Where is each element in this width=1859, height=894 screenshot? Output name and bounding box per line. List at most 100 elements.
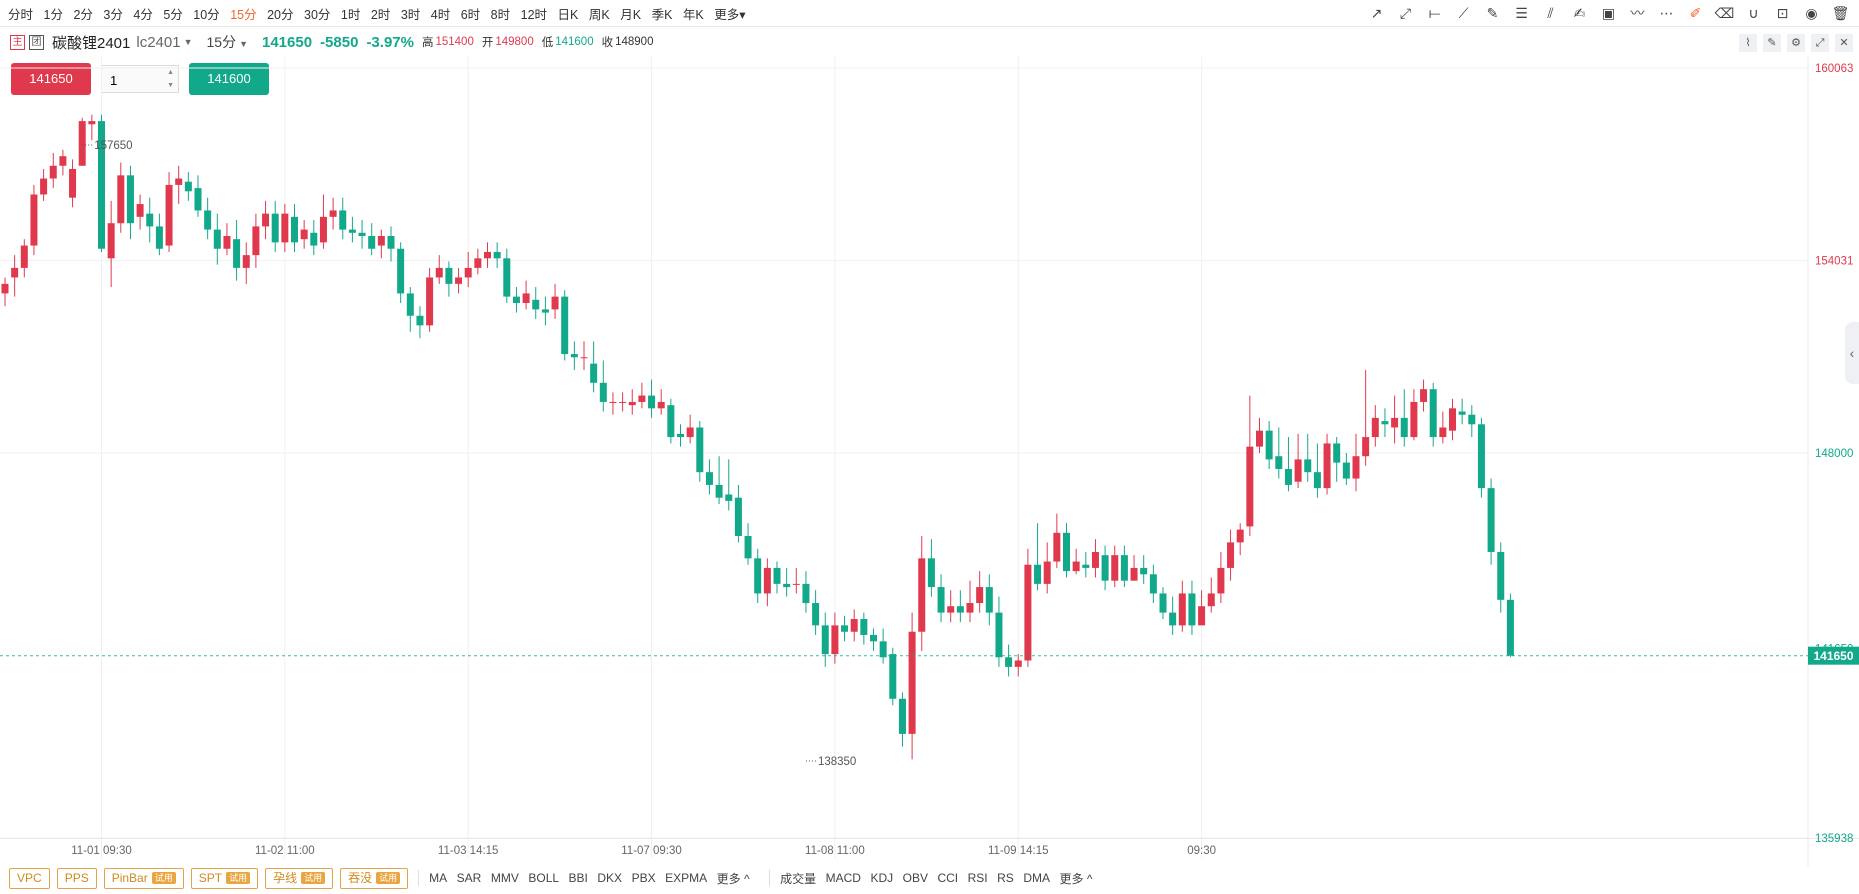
main-indicator-item[interactable]: 更多 ^ xyxy=(716,871,750,886)
draw-icon[interactable]: ✎ xyxy=(1763,34,1781,52)
more-dots-icon[interactable]: ⋯ xyxy=(1659,4,1674,21)
period-tab[interactable]: 4时 xyxy=(430,7,451,22)
period-tab[interactable]: 6时 xyxy=(460,7,481,22)
sub-indicator-item[interactable]: RSI xyxy=(967,871,988,885)
period-tab[interactable]: 周K xyxy=(588,7,610,22)
period-tab[interactable]: 分时 xyxy=(8,7,34,22)
low-label: 低 xyxy=(541,37,554,49)
period-tab[interactable]: 15分 xyxy=(230,7,257,22)
sub-indicator-item[interactable]: CCI xyxy=(937,871,959,885)
lock-icon[interactable]: ⊡ xyxy=(1776,4,1789,21)
eye-icon[interactable]: ◉ xyxy=(1805,4,1818,21)
line-style-icon[interactable]: ⌇ xyxy=(1739,34,1757,52)
period-tab[interactable]: 4分 xyxy=(133,7,153,22)
candle-body xyxy=(1342,462,1350,479)
candle-body xyxy=(377,235,385,246)
trash-icon[interactable]: 🗑 xyxy=(1831,4,1850,21)
main-indicator-item[interactable]: DKX xyxy=(597,871,623,885)
pattern-tag[interactable]: 吞没 试用 xyxy=(340,867,409,889)
chevron-left-icon[interactable]: ‹ xyxy=(1845,322,1859,384)
period-tab[interactable]: 2分 xyxy=(73,7,93,22)
period-tab[interactable]: 12时 xyxy=(520,7,548,22)
candle-body xyxy=(667,405,675,438)
main-indicator-item[interactable]: EXPMA xyxy=(665,871,708,885)
main-indicator-item[interactable]: MMV xyxy=(490,871,519,885)
brush-icon[interactable]: ✍ xyxy=(1573,4,1586,21)
period-tab[interactable]: 8时 xyxy=(490,7,511,22)
candle-body xyxy=(1169,612,1177,626)
chevron-up-icon[interactable]: ▲ xyxy=(167,69,174,76)
candlestick-chart[interactable]: 160063 154031 148000 135938 11-01 09:30 11-02… xyxy=(0,57,1859,866)
period-tab[interactable]: 月K xyxy=(620,7,642,22)
segment-line-icon[interactable]: ⟋ xyxy=(1458,4,1469,21)
chevron-down-icon[interactable]: ▼ xyxy=(167,82,174,89)
candle-body xyxy=(1111,555,1119,581)
period-tab[interactable]: 3分 xyxy=(103,7,123,22)
trial-badge: 试用 xyxy=(301,871,326,884)
candle-body xyxy=(435,267,443,278)
symbol-name[interactable]: 碳酸锂2401 xyxy=(52,34,131,52)
sub-indicator-item[interactable]: DMA xyxy=(1023,871,1050,885)
group-tag[interactable]: 团 xyxy=(29,34,44,50)
period-tab[interactable]: 5分 xyxy=(163,7,183,22)
period-tab[interactable]: 年K xyxy=(682,7,704,22)
period-dropdown[interactable]: 15分 ▼ xyxy=(207,32,249,52)
settings-icon[interactable]: ⚙ xyxy=(1787,34,1805,52)
main-indicator-item[interactable]: BOLL xyxy=(528,871,560,885)
chevron-down-icon[interactable]: ▼ xyxy=(183,37,193,47)
period-tab[interactable]: 2时 xyxy=(370,7,391,22)
period-tab[interactable]: 1时 xyxy=(340,7,361,22)
candle-body xyxy=(319,216,327,243)
pattern-tag[interactable]: SPT 试用 xyxy=(190,867,259,889)
period-tab[interactable]: 3时 xyxy=(400,7,421,22)
edit-note-icon[interactable]: ✐ xyxy=(1689,4,1702,21)
extended-line-icon[interactable]: ⤢ xyxy=(1399,4,1412,21)
pattern-tag[interactable]: PinBar 试用 xyxy=(103,867,184,889)
price-tick-label: 154031 xyxy=(1815,256,1853,268)
quantity-input[interactable] xyxy=(102,66,162,94)
pattern-tag[interactable]: 孕线 试用 xyxy=(265,867,334,889)
period-tab[interactable]: 1分 xyxy=(43,7,63,22)
candle-body xyxy=(1024,564,1032,661)
polyline-icon[interactable]: 〰 xyxy=(1630,5,1645,21)
period-tab[interactable]: 日K xyxy=(557,7,579,22)
pattern-tag[interactable]: PPS xyxy=(56,867,97,889)
candle-body xyxy=(1371,417,1379,438)
period-tab[interactable]: 20分 xyxy=(267,7,294,22)
horizontal-line-icon[interactable]: ⟝ xyxy=(1428,4,1441,21)
sub-indicator-item[interactable]: 更多 ^ xyxy=(1059,871,1093,886)
fan-icon[interactable]: ⫽ xyxy=(1547,4,1554,21)
period-tab[interactable]: 更多▾ xyxy=(714,7,746,22)
fib-retracement-icon[interactable]: ☰ xyxy=(1515,4,1528,21)
candle-body xyxy=(966,603,974,613)
image-icon[interactable]: ▣ xyxy=(1601,4,1616,21)
candle-body xyxy=(1284,468,1292,485)
main-indicator-item[interactable]: MA xyxy=(429,871,448,885)
sub-indicator-item[interactable]: 成交量 xyxy=(780,871,817,886)
pen-icon[interactable]: ✎ xyxy=(1486,4,1499,21)
close-icon[interactable]: ✕ xyxy=(1835,34,1853,52)
candle-body xyxy=(358,232,366,236)
candle-body xyxy=(1227,542,1235,568)
sub-indicator-item[interactable]: RS xyxy=(997,871,1014,885)
main-contract-tag[interactable]: 主 xyxy=(10,34,25,50)
period-tab[interactable]: 30分 xyxy=(304,7,331,22)
sub-indicator-item[interactable]: OBV xyxy=(902,871,928,885)
magnet-icon[interactable]: ∪ xyxy=(1748,4,1759,21)
main-indicator-item[interactable]: PBX xyxy=(631,871,656,885)
period-tab[interactable]: 10分 xyxy=(193,7,220,22)
candle-body xyxy=(1159,593,1167,613)
symbol-code[interactable]: lc2401 xyxy=(136,33,181,51)
pattern-tag[interactable]: VPC xyxy=(9,867,50,889)
min-price-annotation: 138350 xyxy=(818,756,856,768)
ray-line-icon[interactable]: ↗ xyxy=(1370,4,1383,21)
main-indicator-item[interactable]: SAR xyxy=(456,871,482,885)
sub-indicator-item[interactable]: KDJ xyxy=(870,871,894,885)
expand-icon[interactable]: ⤢ xyxy=(1811,34,1829,52)
main-indicator-item[interactable]: BBI xyxy=(568,871,588,885)
eraser-icon[interactable]: ⌫ xyxy=(1714,4,1735,21)
period-tab[interactable]: 季K xyxy=(651,7,673,22)
candle-body xyxy=(696,427,704,473)
candle-body xyxy=(194,188,202,211)
sub-indicator-item[interactable]: MACD xyxy=(825,871,861,885)
